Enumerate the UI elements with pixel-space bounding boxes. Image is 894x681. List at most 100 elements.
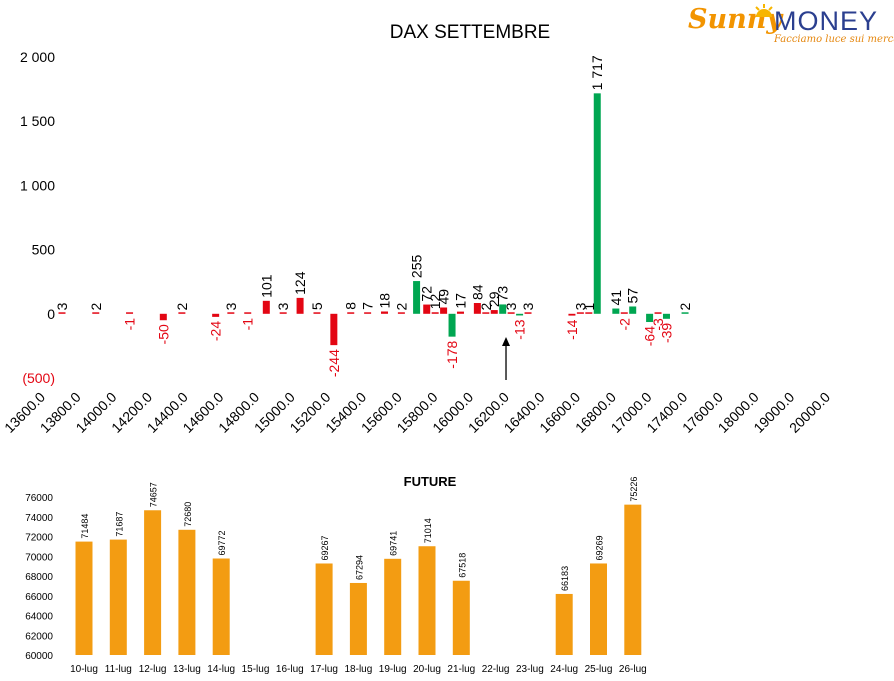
data-label: -2 bbox=[616, 318, 632, 331]
data-label: 71014 bbox=[423, 518, 433, 543]
bar bbox=[109, 539, 127, 655]
x-tick-label: 22-lug bbox=[482, 664, 510, 675]
x-tick-label: 25-lug bbox=[585, 664, 613, 675]
data-label: 3 bbox=[520, 302, 536, 310]
bar bbox=[576, 312, 584, 314]
chart-title: DAX SETTEMBRE bbox=[390, 22, 550, 43]
data-label: 3 bbox=[572, 302, 588, 310]
chart-title: FUTURE bbox=[404, 474, 457, 489]
data-label: 7 bbox=[360, 302, 376, 310]
bar bbox=[381, 311, 389, 314]
bar bbox=[144, 510, 162, 655]
dax-settembre-chart: DAX SETTEMBRE 2 000 1 500 1 000 500 0 (500) 3… bbox=[1, 22, 833, 436]
bar bbox=[654, 312, 662, 314]
data-label: -1 bbox=[240, 318, 256, 331]
bar bbox=[279, 312, 287, 314]
x-axis: 13600.013800.014000.014200.014400.014600… bbox=[1, 389, 833, 436]
data-label: 1 717 bbox=[589, 55, 605, 90]
y-tick-label: 76000 bbox=[25, 493, 53, 504]
data-label: 69269 bbox=[595, 535, 605, 560]
data-label: 255 bbox=[409, 254, 425, 278]
bar bbox=[418, 546, 436, 655]
bar bbox=[612, 308, 620, 314]
bar bbox=[315, 563, 333, 655]
bar bbox=[347, 312, 355, 314]
data-label: -1 bbox=[122, 318, 138, 331]
bar bbox=[330, 313, 338, 346]
future-chart: FUTURE 60000 62000 64000 66000 68000 70000 720… bbox=[25, 474, 647, 675]
y-tick-label: (500) bbox=[22, 370, 55, 386]
bar bbox=[313, 312, 321, 314]
x-tick-label: 15-lug bbox=[242, 664, 270, 675]
brand-logo: Sunny MONEY Facciamo luce sui mercati bbox=[688, 4, 894, 50]
bar bbox=[524, 312, 532, 314]
bar bbox=[499, 304, 507, 314]
bar bbox=[244, 312, 252, 314]
x-tick-label: 23-lug bbox=[516, 664, 544, 675]
data-label: 67518 bbox=[457, 553, 467, 578]
data-label: 72 bbox=[419, 286, 435, 302]
data-labels: 71484 71687 74657 72680 69772 69267 67294 69741… bbox=[80, 477, 639, 591]
data-label: 3 bbox=[54, 302, 70, 310]
y-tick-label: 74000 bbox=[25, 513, 53, 524]
bar bbox=[413, 281, 421, 314]
data-label: 1 bbox=[581, 303, 597, 311]
data-label: -24 bbox=[208, 321, 224, 341]
bar-series bbox=[75, 504, 642, 655]
up-arrow-marker bbox=[502, 337, 511, 380]
data-label: 2 bbox=[88, 303, 104, 311]
bar bbox=[473, 303, 481, 314]
x-tick-label: 21-lug bbox=[447, 664, 475, 675]
data-label: 3 bbox=[223, 302, 239, 310]
bar bbox=[423, 304, 431, 314]
data-label: -39 bbox=[658, 323, 674, 343]
data-label: 101 bbox=[258, 274, 274, 298]
bar bbox=[452, 580, 470, 655]
y-tick-label: 2 000 bbox=[20, 49, 55, 65]
x-tick-label: 11-lug bbox=[105, 664, 132, 675]
data-label: 18 bbox=[377, 293, 393, 309]
data-label: 3 bbox=[503, 302, 519, 310]
y-tick-label: 1 000 bbox=[20, 177, 55, 193]
y-tick-label: 72000 bbox=[25, 533, 53, 544]
data-label: 12 bbox=[427, 293, 443, 309]
data-label: 3 bbox=[275, 302, 291, 310]
data-label: 5 bbox=[309, 302, 325, 310]
x-tick-label: 10-lug bbox=[70, 664, 98, 675]
x-tick-label: 18-lug bbox=[344, 664, 372, 675]
x-tick-label: 26-lug bbox=[619, 664, 647, 675]
y-axis: 60000 62000 64000 66000 68000 70000 72000 74000… bbox=[25, 493, 53, 662]
bar bbox=[662, 313, 670, 319]
data-label: 84 bbox=[469, 284, 485, 300]
bar bbox=[159, 313, 167, 321]
y-tick-label: 60000 bbox=[25, 651, 53, 662]
x-tick-label: 24-lug bbox=[550, 664, 578, 675]
bar bbox=[593, 93, 601, 314]
bar bbox=[568, 313, 576, 316]
data-label: 66183 bbox=[560, 566, 570, 591]
bar-series bbox=[58, 93, 689, 346]
data-label: 8 bbox=[343, 302, 359, 310]
bar bbox=[397, 312, 405, 314]
bar bbox=[448, 313, 456, 337]
y-tick-label: 0 bbox=[47, 306, 55, 322]
bar bbox=[555, 593, 573, 655]
bar bbox=[364, 312, 372, 314]
bar bbox=[456, 311, 464, 314]
bar bbox=[384, 558, 402, 655]
bar bbox=[212, 313, 220, 317]
y-axis: 2 000 1 500 1 000 500 0 (500) bbox=[20, 49, 55, 386]
data-label: 2 bbox=[174, 303, 190, 311]
data-label: 75226 bbox=[629, 477, 639, 502]
data-label: 2 bbox=[478, 303, 494, 311]
data-label: 2 bbox=[393, 303, 409, 311]
data-label: 69772 bbox=[217, 530, 227, 555]
sun-icon bbox=[755, 4, 773, 17]
data-label: -3 bbox=[650, 318, 666, 331]
data-label: 73 bbox=[495, 286, 511, 302]
x-tick-label: 20000.0 bbox=[786, 389, 833, 436]
data-label: 74657 bbox=[149, 482, 159, 507]
data-label: -178 bbox=[444, 340, 460, 368]
